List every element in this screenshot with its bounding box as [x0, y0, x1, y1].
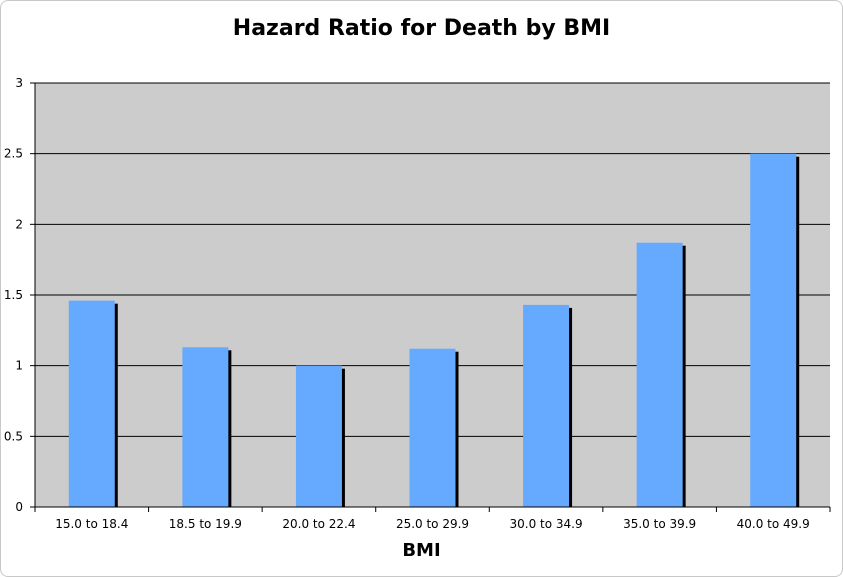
x-tick-label: 30.0 to 34.9	[510, 517, 583, 531]
y-tick-label: 0.5	[4, 429, 23, 443]
x-tick-label: 25.0 to 29.9	[396, 517, 469, 531]
x-tick-label: 18.5 to 19.9	[169, 517, 242, 531]
y-tick-label: 2	[15, 217, 23, 231]
y-tick-label: 3	[15, 76, 23, 90]
bar	[636, 242, 683, 507]
x-tick-label: 40.0 to 49.9	[737, 517, 810, 531]
y-tick-labels: 0 0.5 1 1.5 2 2.5 3	[4, 76, 23, 514]
x-axis-label: BMI	[402, 540, 441, 561]
x-tick-labels: 15.0 to 18.4 18.5 to 19.9 20.0 to 22.4 25.0…	[55, 517, 810, 531]
x-tick-label: 20.0 to 22.4	[282, 517, 355, 531]
bar	[68, 300, 115, 507]
x-tick-label: 15.0 to 18.4	[55, 517, 128, 531]
bar	[750, 153, 797, 507]
y-tick-label: 2.5	[4, 147, 23, 161]
chart-title: Hazard Ratio for Death by BMI	[232, 16, 611, 41]
bar	[182, 347, 229, 507]
axes	[34, 83, 831, 512]
y-tick-label: 1	[15, 359, 23, 373]
bar	[523, 304, 570, 507]
x-tick-label: 35.0 to 39.9	[623, 517, 696, 531]
bar	[295, 365, 342, 507]
bars	[68, 153, 800, 507]
bar	[409, 348, 456, 507]
y-tick-label: 0	[15, 500, 23, 514]
y-tick-label: 1.5	[4, 288, 23, 302]
